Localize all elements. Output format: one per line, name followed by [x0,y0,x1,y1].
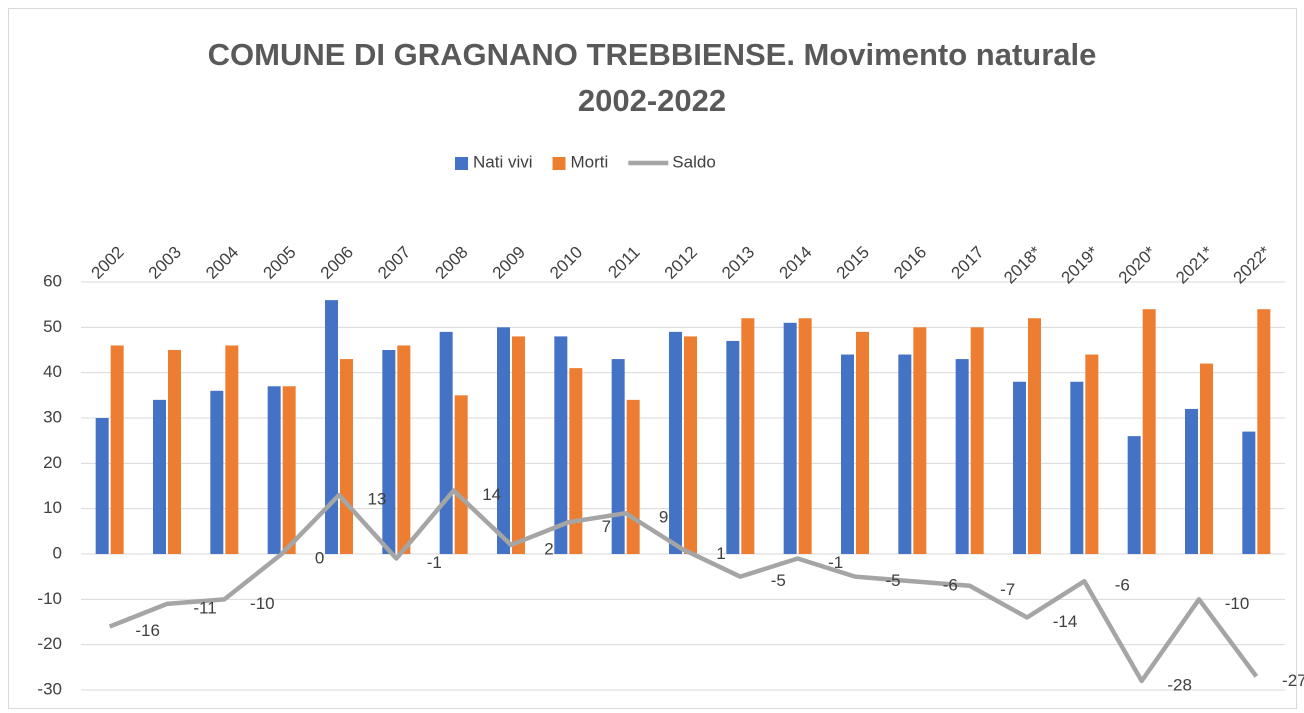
data-label: -27 [1282,671,1304,690]
bar [110,345,124,554]
data-label: 1 [716,544,725,563]
bar [841,354,854,554]
bar [1257,309,1271,554]
bar [669,331,682,554]
data-label: -11 [193,598,216,617]
data-label: -1 [427,553,442,572]
bar [153,399,166,554]
line-series [108,488,1259,684]
bar [439,331,453,554]
chart-title: COMUNE DI GRAGNANO TREBBIENSE. Movimento… [207,37,1097,118]
bar [856,331,869,554]
bar [955,359,969,554]
y-tick-label: -30 [37,679,62,698]
data-label: -6 [1115,576,1130,595]
bar [168,350,181,554]
y-tick-label: -10 [37,589,62,608]
bar [325,300,338,554]
data-label: -5 [771,571,786,590]
legend-swatch [552,157,566,170]
data-label: -1 [828,553,843,572]
bar [554,336,568,554]
y-tick-label: 40 [43,362,62,381]
bar [1028,318,1041,554]
bar [898,354,912,554]
bar [512,336,525,554]
bar [454,395,468,554]
bar [626,399,640,554]
bar [1185,408,1198,554]
bar [1200,363,1213,554]
bar [1242,431,1256,554]
data-label: -7 [1000,580,1015,599]
data-label: -10 [250,594,275,613]
bar [569,368,583,554]
bar [913,327,927,554]
bar [1070,381,1084,554]
bar [1127,436,1141,554]
bar [684,336,697,554]
bar [282,386,296,554]
bar [726,340,740,554]
bar [225,345,239,554]
bar [340,359,353,554]
data-label: -28 [1167,675,1192,694]
y-tick-label: 0 [53,543,62,562]
y-tick-label: 10 [43,498,62,517]
bar [970,327,984,554]
data-label: -10 [1225,594,1250,613]
legend-swatch [455,157,468,170]
bar [1142,309,1156,554]
y-tick-label: 60 [43,271,62,290]
data-label: -6 [943,576,958,595]
data-label: -16 [135,621,160,640]
bar [397,345,411,554]
data-label: 2 [544,539,553,558]
y-tick-label: 20 [43,453,62,472]
bar [1085,354,1099,554]
chart-border [8,8,1297,709]
legend-label: Saldo [672,152,715,171]
data-label: -14 [1053,612,1078,631]
data-label: 9 [659,508,668,527]
y-tick-label: -20 [37,634,62,653]
data-label: 14 [482,485,501,504]
data-label: 0 [315,548,324,567]
bar [382,350,396,554]
bar [798,318,812,554]
bar [267,386,281,554]
legend-label: Nati vivi [473,152,533,171]
bar [1013,381,1026,554]
y-tick-label: 30 [43,407,62,426]
data-label: -5 [885,571,900,590]
bar [783,322,797,554]
bar [210,390,224,554]
bar [497,327,510,554]
data-label: 7 [602,517,611,536]
y-tick-label: 50 [43,317,62,336]
bar [741,318,755,554]
data-label: 13 [368,490,387,509]
bar [611,359,625,554]
legend-label: Morti [571,152,609,171]
bar [95,418,109,554]
